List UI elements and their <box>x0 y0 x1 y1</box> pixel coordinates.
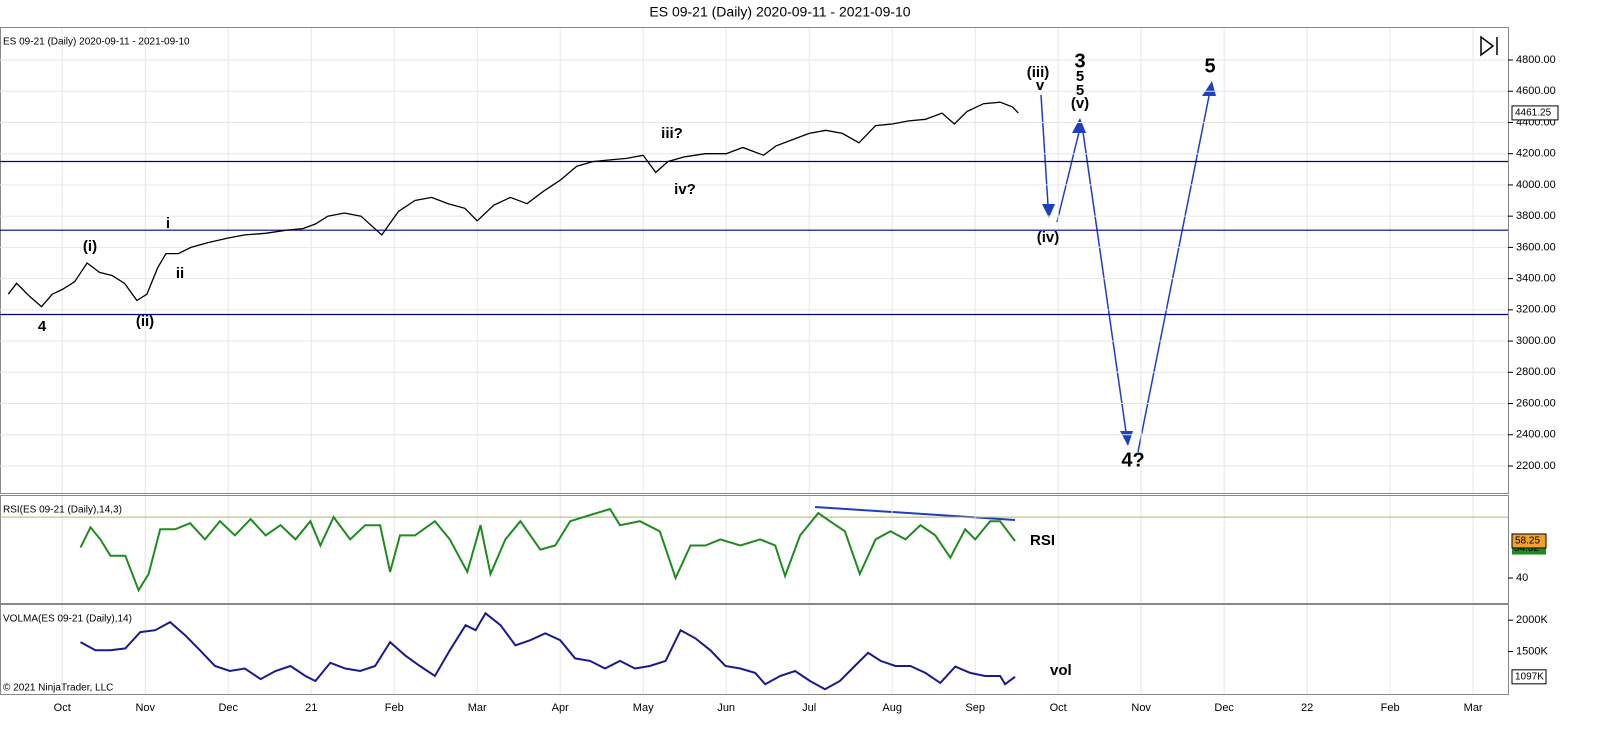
wave-label: (iv) <box>1037 229 1060 246</box>
y-tick-label: 2600.00 <box>1516 397 1556 409</box>
copyright: © 2021 NinjaTrader, LLC <box>3 683 113 694</box>
y-tick-label: 2800.00 <box>1516 366 1556 378</box>
x-tick-label: Feb <box>385 702 404 714</box>
wave-label: 4 <box>38 318 47 335</box>
chart-title: ES 09-21 (Daily) 2020-09-11 - 2021-09-10 <box>649 4 910 20</box>
y-tick-label: 3200.00 <box>1516 304 1556 316</box>
y-tick-label: 3600.00 <box>1516 241 1556 253</box>
x-tick-label: Feb <box>1381 702 1400 714</box>
wave-label: (v) <box>1071 95 1089 112</box>
x-tick-label: Oct <box>1050 702 1067 714</box>
wave-label: v <box>1036 77 1045 94</box>
rsi-panel <box>0 495 1509 604</box>
last-value-label: 4461.25 <box>1515 108 1552 119</box>
panel-title: RSI(ES 09-21 (Daily),14,3) <box>3 505 122 516</box>
y-tick-label: 2000K <box>1516 614 1548 626</box>
scroll-end-icon[interactable] <box>1480 35 1498 57</box>
vol-panel <box>0 604 1509 695</box>
panel-title: ES 09-21 (Daily) 2020-09-11 - 2021-09-10 <box>3 37 190 48</box>
last-value-box <box>1511 533 1547 549</box>
x-tick-label: May <box>633 702 654 714</box>
wave-label: iii? <box>661 125 683 142</box>
panel-label: vol <box>1050 662 1072 679</box>
y-tick-label: 4600.00 <box>1516 85 1556 97</box>
y-tick-label: 3800.00 <box>1516 210 1556 222</box>
y-tick-label: 1500K <box>1516 645 1548 657</box>
x-tick-label: Mar <box>1464 702 1483 714</box>
x-tick-label: Dec <box>218 702 238 714</box>
y-tick-label: 4000.00 <box>1516 179 1556 191</box>
wave-label: (i) <box>83 238 97 255</box>
wave-label: (iii) <box>1027 64 1050 81</box>
series-line <box>80 611 1016 691</box>
x-tick-label: Mar <box>468 702 487 714</box>
wave-label: ii <box>176 265 184 282</box>
x-tick-label: Aug <box>882 702 902 714</box>
y-tick-label: 3000.00 <box>1516 335 1556 347</box>
projection-arrowheads <box>1042 81 1216 446</box>
y-tick-label: 2200.00 <box>1516 460 1556 472</box>
last-value-box <box>1511 669 1547 685</box>
panel-title: VOLMA(ES 09-21 (Daily),14) <box>3 614 132 625</box>
wave-label: 4? <box>1121 449 1144 471</box>
last-value-box <box>1511 105 1559 121</box>
x-tick-label: Jun <box>717 702 735 714</box>
x-tick-label: Nov <box>135 702 155 714</box>
x-tick-label: Nov <box>1131 702 1151 714</box>
wave-label: i <box>166 215 170 232</box>
panel-label: RSI <box>1030 532 1055 549</box>
x-tick-label: Apr <box>552 702 569 714</box>
y-tick-label: 4200.00 <box>1516 148 1556 160</box>
x-tick-label: 22 <box>1301 702 1313 714</box>
y-tick-label: 40 <box>1516 572 1528 584</box>
y-tick-label: 3400.00 <box>1516 273 1556 285</box>
x-tick-label: Sep <box>965 702 985 714</box>
series-line <box>7 101 1019 308</box>
x-tick-label: Oct <box>54 702 71 714</box>
wave-label: 5 <box>1076 68 1084 85</box>
series-line <box>79 507 1016 593</box>
signal-value-label: 54.52 <box>1514 543 1539 554</box>
x-tick-label: Jul <box>802 702 816 714</box>
wave-label: 5 <box>1076 82 1084 99</box>
wave-label: 5 <box>1204 55 1215 77</box>
y-tick-label: 2400.00 <box>1516 429 1556 441</box>
last-value-label: 1097K <box>1515 671 1544 682</box>
x-tick-label: 21 <box>305 702 317 714</box>
wave-label: 3 <box>1074 50 1085 72</box>
last-value-label: 58.25 <box>1515 536 1540 547</box>
wave-label: iv? <box>674 181 696 198</box>
x-tick-label: Dec <box>1214 702 1234 714</box>
divergence-line <box>814 506 1016 521</box>
y-tick-label: 4800.00 <box>1516 54 1556 66</box>
price-panel <box>0 27 1509 494</box>
wave-label: (ii) <box>136 313 154 330</box>
